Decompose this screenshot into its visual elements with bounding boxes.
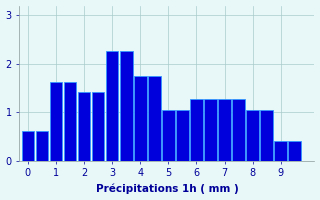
Bar	[36, 131, 48, 161]
X-axis label: Précipitations 1h ( mm ): Précipitations 1h ( mm )	[96, 184, 238, 194]
Bar	[288, 141, 301, 161]
Bar	[190, 99, 203, 161]
Bar	[134, 76, 147, 161]
Bar	[246, 110, 259, 161]
Bar	[92, 92, 104, 161]
Bar	[218, 99, 231, 161]
Bar	[260, 110, 273, 161]
Bar	[148, 76, 161, 161]
Bar	[275, 141, 287, 161]
Bar	[50, 82, 62, 161]
Bar	[232, 99, 245, 161]
Bar	[64, 82, 76, 161]
Bar	[78, 92, 90, 161]
Bar	[120, 51, 132, 161]
Bar	[162, 110, 175, 161]
Bar	[21, 131, 34, 161]
Bar	[176, 110, 189, 161]
Bar	[106, 51, 118, 161]
Bar	[204, 99, 217, 161]
